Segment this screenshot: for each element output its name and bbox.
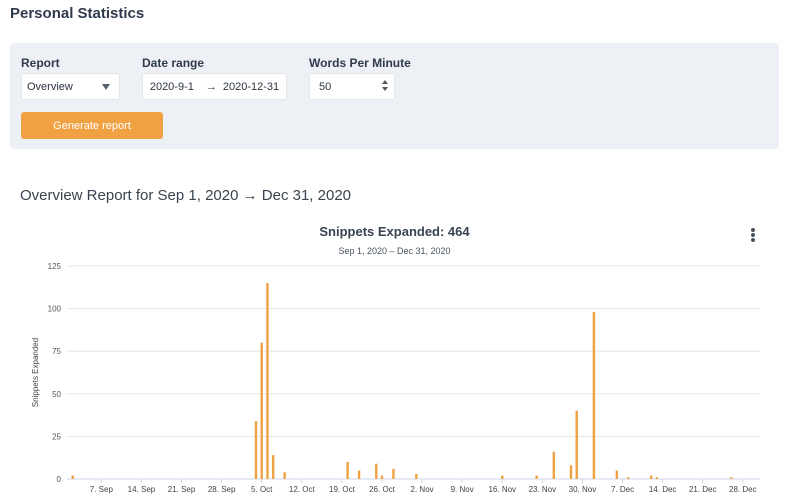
- y-tick-label: 25: [52, 432, 61, 441]
- x-tick-label: 19. Oct: [329, 485, 356, 494]
- x-tick-label: 30. Nov: [569, 485, 597, 494]
- y-tick-label: 50: [52, 390, 61, 399]
- bar: [535, 475, 538, 479]
- bar: [730, 477, 733, 479]
- bar: [283, 472, 286, 479]
- bar: [655, 477, 659, 479]
- bar: [254, 421, 258, 479]
- spinner-icon[interactable]: [382, 80, 388, 93]
- bar: [615, 470, 619, 479]
- arrow-right-icon: →: [205, 80, 217, 93]
- bar: [260, 342, 263, 479]
- wpm-input[interactable]: 50: [309, 73, 395, 100]
- bar: [627, 477, 630, 479]
- x-tick-label: 26. Oct: [369, 485, 396, 494]
- wpm-value: 50: [319, 80, 332, 93]
- bar: [552, 451, 556, 479]
- x-tick-label: 16. Nov: [488, 485, 516, 494]
- chart-subtitle: Sep 1, 2020 – Dec 31, 2020: [338, 246, 451, 256]
- x-tick-label: 21. Dec: [689, 485, 717, 494]
- report-select-value: Overview: [27, 80, 73, 93]
- filter-panel: Report Overview Date range 2020-9-1 → 20…: [10, 43, 779, 149]
- report-label: Report: [21, 56, 60, 70]
- y-tick-label: 75: [52, 347, 61, 356]
- chart-plot: 0 25 50 75 100 125 Snippets Expanded 7. Sep 14. …: [31, 262, 760, 494]
- bar: [415, 473, 418, 479]
- caret-down-icon: [102, 84, 110, 90]
- x-tick-label: 12. Oct: [289, 485, 316, 494]
- wpm-label: Words Per Minute: [309, 56, 411, 70]
- x-tick-label: 2. Nov: [411, 485, 434, 494]
- bar: [575, 410, 578, 479]
- x-tick-label: 28. Sep: [208, 485, 236, 494]
- chart-title: Snippets Expanded: 464: [319, 224, 470, 239]
- kebab-menu-icon[interactable]: [750, 228, 756, 242]
- bar: [271, 455, 275, 479]
- x-tick-label: 7. Dec: [611, 485, 634, 494]
- y-tick-label: 0: [57, 475, 62, 484]
- date-end[interactable]: 2020-12-31: [222, 80, 280, 93]
- x-tick-label: 9. Nov: [451, 485, 474, 494]
- date-start[interactable]: 2020-9-1: [149, 80, 194, 93]
- y-tick-label: 100: [48, 305, 62, 314]
- bar: [380, 475, 384, 479]
- bar: [375, 463, 378, 479]
- bar: [569, 465, 573, 479]
- date-range-label: Date range: [142, 56, 205, 70]
- bar: [649, 475, 653, 479]
- x-tick-label: 14. Dec: [649, 485, 677, 494]
- y-axis-label: Snippets Expanded: [31, 338, 40, 407]
- date-range-picker[interactable]: 2020-9-1 → 2020-12-31: [142, 73, 287, 100]
- generate-report-button[interactable]: Generate report: [21, 112, 163, 139]
- page-title: Personal Statistics: [10, 5, 145, 22]
- x-tick-label: 5. Oct: [251, 485, 273, 494]
- bar: [392, 468, 395, 479]
- bar: [346, 461, 349, 479]
- bar: [501, 475, 504, 479]
- report-select[interactable]: Overview: [21, 73, 120, 100]
- y-tick-label: 125: [48, 262, 62, 271]
- bar: [357, 470, 361, 479]
- report-heading: Overview Report for Sep 1, 2020 → Dec 31…: [20, 187, 352, 204]
- chart-container: Snippets Expanded: 464 Sep 1, 2020 – Dec…: [0, 215, 789, 500]
- bar: [71, 475, 74, 479]
- bar: [592, 312, 596, 479]
- x-tick-label: 14. Sep: [128, 485, 156, 494]
- x-tick-label: 23. Nov: [529, 485, 557, 494]
- bar: [266, 283, 269, 479]
- x-tick-label: 21. Sep: [168, 485, 196, 494]
- x-tick-label: 7. Sep: [90, 485, 114, 494]
- x-tick-label: 28. Dec: [729, 485, 757, 494]
